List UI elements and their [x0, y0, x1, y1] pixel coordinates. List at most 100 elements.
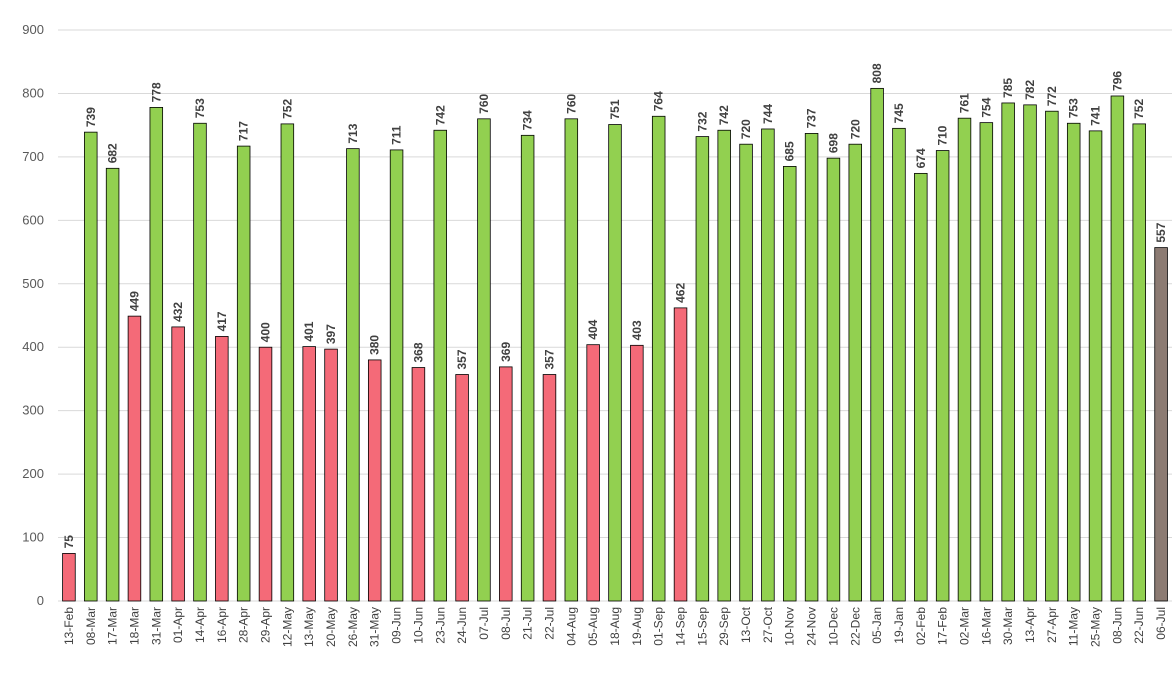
bar — [149, 107, 164, 602]
data-label: 400 — [259, 322, 273, 342]
data-label: 462 — [674, 283, 688, 303]
data-label: 685 — [783, 141, 797, 161]
x-tick-label: 15-Sep — [695, 607, 709, 646]
x-tick-label: 05-Jan — [870, 607, 884, 644]
x-tick-label: 14-Sep — [674, 607, 688, 646]
bar — [105, 167, 120, 602]
bar — [804, 133, 819, 602]
data-label: 760 — [477, 93, 491, 113]
bar — [84, 131, 98, 602]
data-label: 732 — [695, 111, 709, 131]
data-label: 754 — [979, 97, 993, 117]
bars — [62, 87, 1168, 602]
x-tick-label: 16-Mar — [979, 607, 993, 645]
x-tick-label: 17-Mar — [106, 607, 120, 645]
data-label: 752 — [280, 99, 294, 119]
data-label: 739 — [84, 107, 98, 127]
bar — [1023, 104, 1037, 602]
x-tick-label: 06-Jul — [1154, 607, 1168, 640]
y-tick-label: 400 — [22, 339, 44, 354]
data-label: 796 — [1110, 71, 1124, 91]
data-label: 753 — [193, 98, 207, 118]
bar — [1154, 247, 1168, 602]
data-label: 761 — [957, 93, 971, 113]
data-label: 734 — [521, 110, 535, 130]
x-tick-label: 18-Aug — [608, 607, 622, 646]
data-label: 401 — [302, 321, 316, 341]
data-label: 380 — [368, 335, 382, 355]
bar — [630, 344, 644, 602]
bar — [455, 374, 469, 602]
y-tick-label: 100 — [22, 530, 44, 545]
bar — [367, 359, 382, 602]
x-tick-label: 26-May — [346, 607, 360, 647]
x-tick-label: 24-Nov — [805, 607, 819, 646]
x-tick-label: 10-Nov — [783, 607, 797, 646]
bar — [258, 346, 273, 602]
y-tick-label: 500 — [22, 276, 44, 291]
bar — [651, 115, 666, 602]
data-label: 711 — [390, 125, 404, 145]
bar — [717, 129, 731, 602]
data-label: 737 — [805, 108, 819, 128]
x-tick-label: 31-May — [368, 607, 382, 647]
bar — [673, 307, 688, 602]
x-tick-label: 13-Apr — [1023, 607, 1037, 643]
bar — [1045, 110, 1059, 602]
y-tick-label: 800 — [22, 85, 44, 100]
x-tick-label: 18-Mar — [127, 607, 141, 645]
x-tick-label: 27-Apr — [1045, 607, 1059, 643]
x-tick-label: 14-Apr — [193, 607, 207, 643]
bar — [783, 166, 797, 602]
data-label: 760 — [564, 93, 578, 113]
x-tick-label: 09-Jun — [390, 607, 404, 644]
bar — [280, 123, 295, 602]
data-label: 357 — [455, 349, 469, 369]
x-tick-label: 13-Oct — [739, 606, 753, 643]
bar — [324, 348, 338, 602]
data-label: 369 — [499, 342, 513, 362]
bar — [1088, 130, 1103, 602]
x-tick-label: 07-Jul — [477, 607, 491, 640]
data-labels: 75 739 682 449 778 432 753 417 717 400 752 401 397 71… — [62, 63, 1168, 548]
bar — [477, 118, 491, 602]
y-tick-label: 900 — [22, 22, 44, 37]
data-label: 417 — [215, 311, 229, 331]
bar — [914, 172, 928, 602]
x-tick-label: 25-May — [1089, 607, 1103, 647]
bar — [761, 128, 775, 602]
data-label: 710 — [936, 125, 950, 145]
bar — [564, 118, 579, 602]
data-label: 782 — [1023, 80, 1037, 100]
bar — [1001, 102, 1015, 602]
x-tick-label: 23-Jun — [433, 607, 447, 644]
bar — [892, 127, 906, 602]
x-tick-label: 02-Mar — [957, 607, 971, 645]
bar — [127, 315, 142, 602]
y-tick-label: 600 — [22, 212, 44, 227]
x-tick-label: 02-Feb — [914, 607, 928, 645]
x-tick-label: 10-Jun — [411, 607, 425, 644]
data-label: 764 — [652, 91, 666, 111]
bar — [935, 150, 950, 602]
bar — [520, 134, 535, 602]
y-axis-ticks: 0 100 200 300 400 500 600 700 800 900 — [22, 22, 44, 608]
data-label: 713 — [346, 123, 360, 143]
x-tick-label: 28-Apr — [237, 607, 251, 643]
bar — [389, 149, 404, 602]
bar — [848, 143, 863, 602]
x-tick-label: 19-Aug — [630, 607, 644, 646]
bar — [586, 344, 600, 602]
x-tick-label: 01-Apr — [171, 607, 185, 643]
y-tick-label: 0 — [37, 593, 44, 608]
data-label: 357 — [542, 349, 556, 369]
data-label: 368 — [411, 342, 425, 362]
data-label: 745 — [892, 103, 906, 123]
bar — [608, 124, 622, 602]
x-tick-label: 27-Oct — [761, 606, 775, 643]
x-tick-label: 05-Aug — [586, 607, 600, 646]
bar — [236, 145, 251, 602]
bar — [739, 143, 753, 602]
